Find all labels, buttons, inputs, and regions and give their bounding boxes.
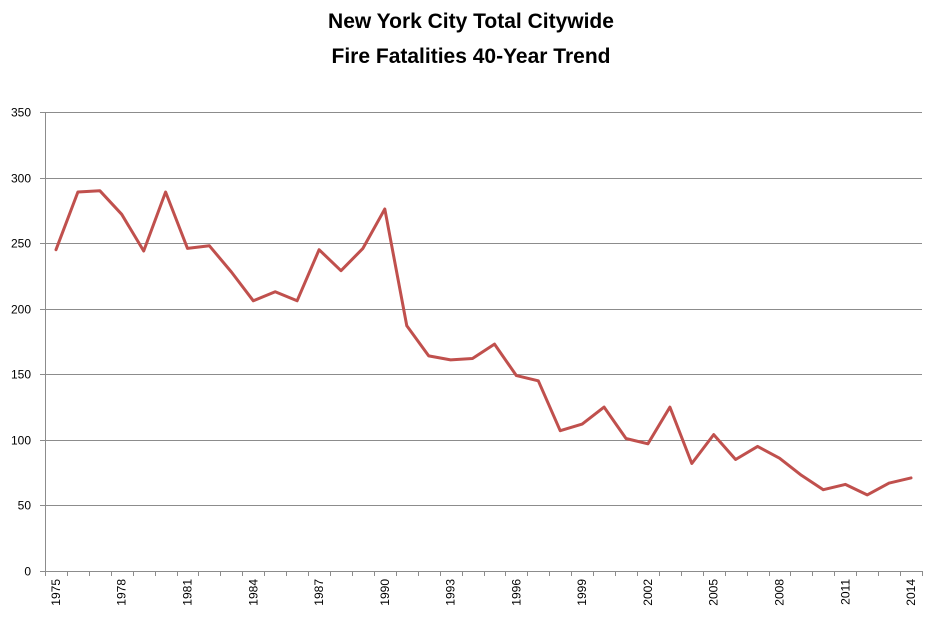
- x-tick-label-2005: 2005: [707, 579, 721, 606]
- x-tick-label-2014: 2014: [904, 579, 918, 606]
- x-tick-label-1987: 1987: [312, 579, 326, 606]
- chart-title-line-1: New York City Total Citywide: [328, 10, 614, 33]
- x-tick-label-2011: 2011: [838, 579, 852, 605]
- x-tick-label-1996: 1996: [509, 579, 523, 606]
- x-tick-label-1981: 1981: [181, 579, 195, 606]
- axes: [45, 112, 922, 572]
- x-tick-label-1993: 1993: [444, 579, 458, 606]
- x-tick-label-1984: 1984: [246, 579, 260, 606]
- x-tick-label-1999: 1999: [575, 579, 589, 606]
- y-tick-label-0: 0: [24, 565, 31, 579]
- y-tick-label-250: 250: [11, 237, 31, 251]
- y-tick-label-350: 350: [11, 106, 31, 120]
- gridlines: [45, 112, 922, 506]
- x-tick-label-2002: 2002: [641, 579, 655, 606]
- y-axis-ticks: 0 50 100 150 200 250 300 350: [11, 106, 45, 579]
- y-tick-label-300: 300: [11, 172, 31, 186]
- series-group: [54, 189, 913, 497]
- y-tick-label-150: 150: [11, 368, 31, 382]
- y-tick-label-100: 100: [11, 434, 31, 448]
- y-tick-label-50: 50: [18, 499, 32, 513]
- x-tick-label-1975: 1975: [49, 579, 63, 606]
- x-tick-label-1978: 1978: [115, 579, 129, 606]
- y-tick-label-200: 200: [11, 303, 31, 317]
- chart-title-line-2: Fire Fatalities 40-Year Trend: [331, 45, 611, 68]
- x-tick-label-2008: 2008: [772, 579, 786, 606]
- series-line-0: [54, 189, 913, 497]
- x-axis-ticks: 1975 1978 1981 1984 1987 1990 1993 1996 1999 2002…: [45, 571, 923, 606]
- x-tick-label-1990: 1990: [378, 579, 392, 606]
